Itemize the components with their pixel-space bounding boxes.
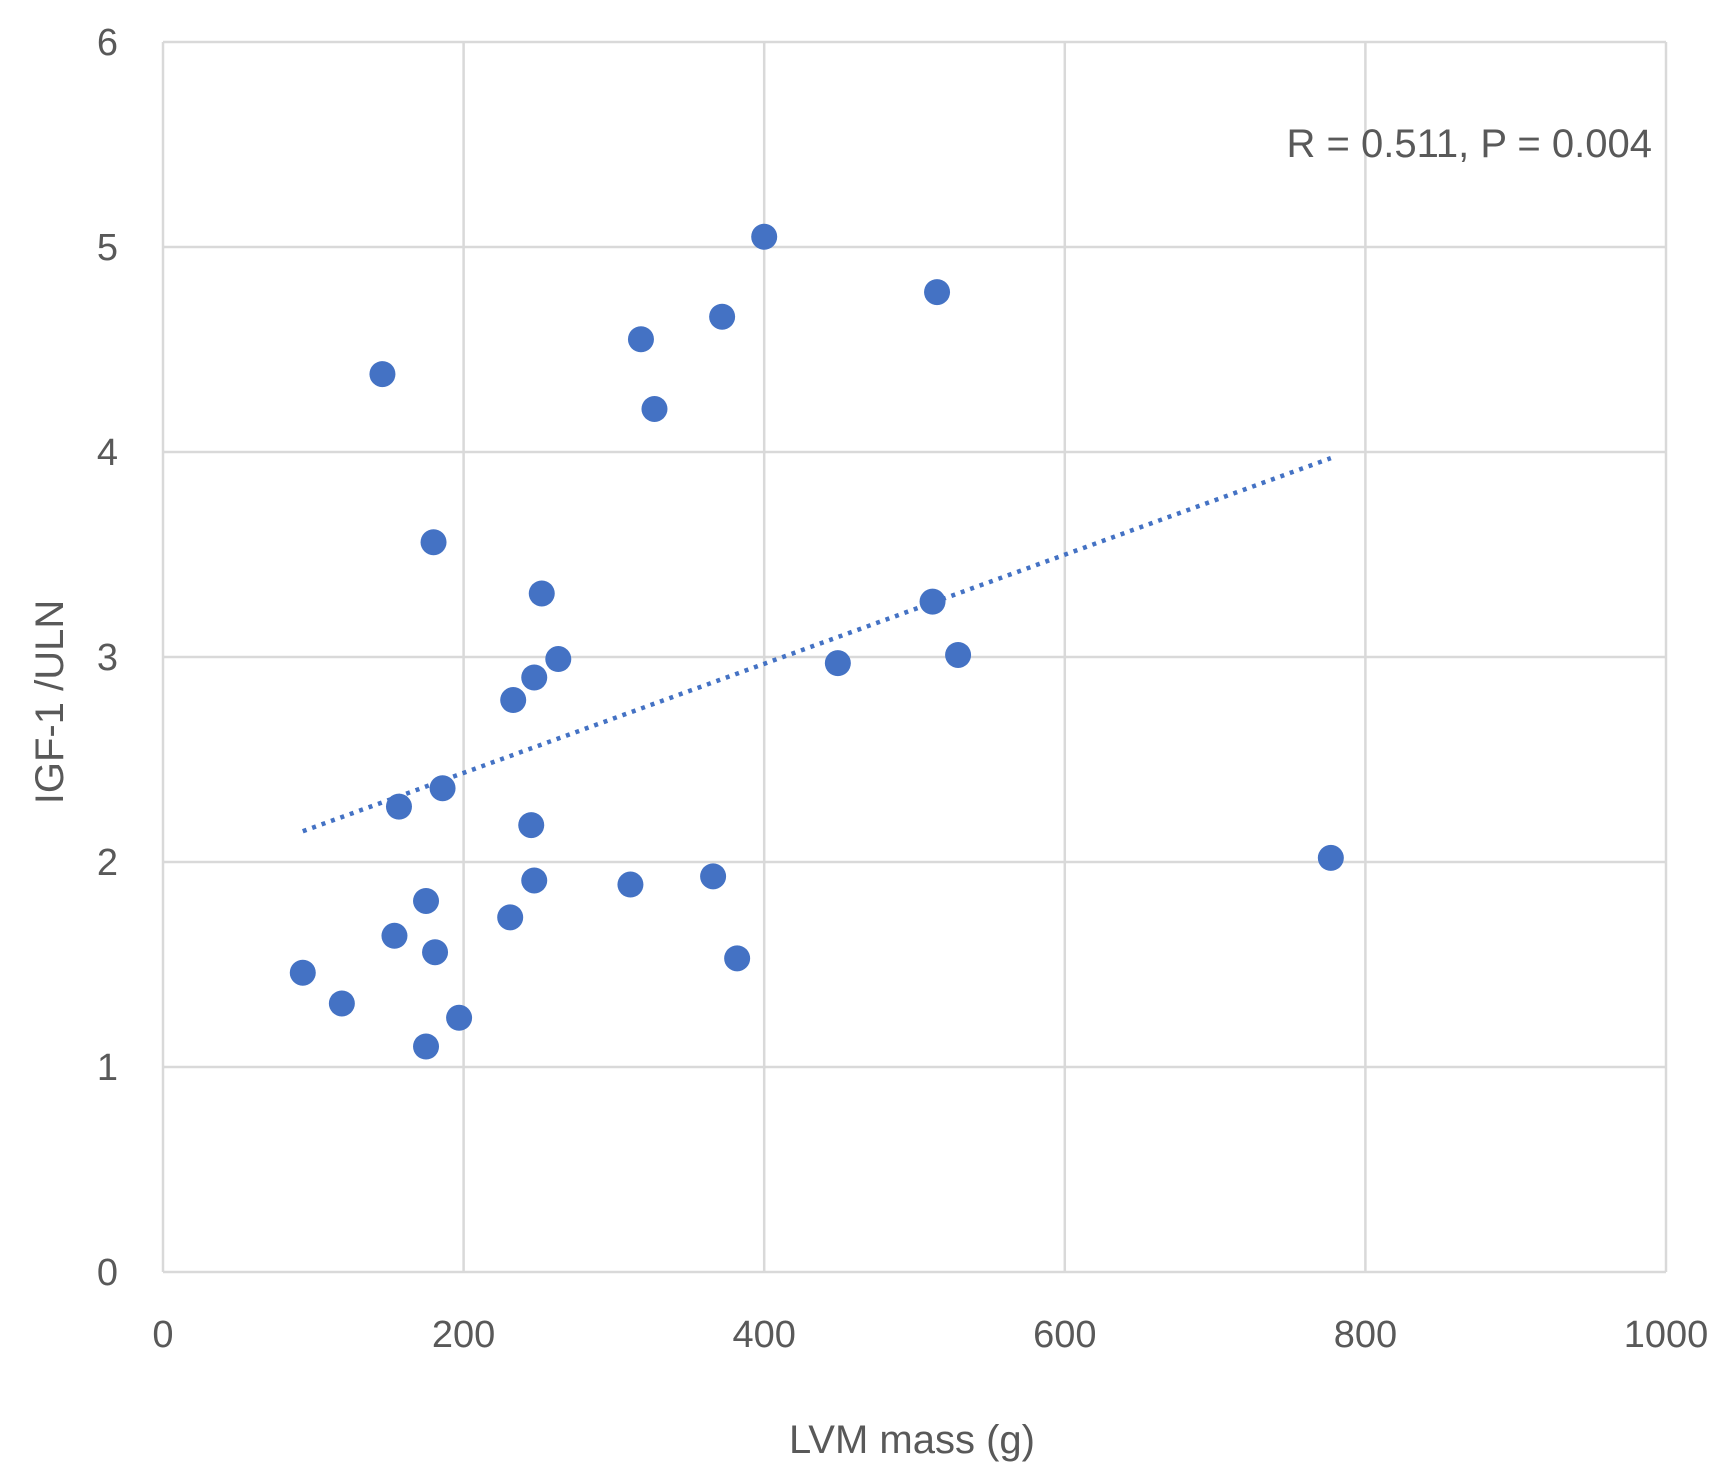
data-point: [422, 939, 449, 966]
data-point: [700, 863, 727, 890]
data-point: [420, 529, 447, 556]
x-axis-tick-labels: 0 200 400 600 800 1000: [152, 1314, 1708, 1356]
x-tick-label: 800: [1334, 1314, 1397, 1356]
data-point: [369, 361, 396, 388]
data-point: [545, 646, 572, 673]
y-tick-label: 5: [97, 227, 118, 269]
data-point: [413, 887, 440, 914]
y-tick-label: 6: [97, 22, 118, 64]
data-point: [528, 580, 555, 607]
y-tick-label: 1: [97, 1047, 118, 1089]
data-point: [627, 326, 654, 353]
data-point: [724, 945, 751, 972]
data-point: [924, 279, 951, 306]
data-point: [945, 641, 972, 668]
trendline: [302, 456, 1332, 834]
data-point: [824, 650, 851, 677]
y-axis-title: IGF-1 /ULN: [28, 600, 72, 804]
data-point: [497, 904, 524, 931]
data-point: [1317, 844, 1344, 871]
trendline-layer: [302, 456, 1332, 834]
x-tick-label: 200: [432, 1314, 495, 1356]
x-tick-label: 0: [152, 1314, 173, 1356]
data-points: [289, 223, 1344, 1060]
data-point: [328, 990, 355, 1017]
data-point: [429, 775, 456, 802]
data-point: [751, 223, 778, 250]
data-point: [518, 812, 545, 839]
y-tick-label: 0: [97, 1252, 118, 1294]
data-point: [381, 922, 408, 949]
data-point: [500, 687, 527, 714]
y-tick-label: 2: [97, 842, 118, 884]
data-point: [617, 871, 644, 898]
y-tick-label: 4: [97, 432, 118, 474]
data-point: [385, 793, 412, 820]
data-point: [289, 959, 316, 986]
x-tick-label: 400: [732, 1314, 795, 1356]
data-point: [521, 867, 548, 894]
y-tick-label: 3: [97, 637, 118, 679]
gridlines: [161, 40, 1668, 1274]
correlation-annotation: R = 0.511, P = 0.004: [1287, 122, 1652, 166]
x-axis-title: LVM mass (g): [789, 1418, 1035, 1462]
data-point: [919, 588, 946, 615]
x-tick-label: 600: [1033, 1314, 1096, 1356]
data-point: [446, 1004, 473, 1031]
x-tick-label: 1000: [1624, 1314, 1709, 1356]
data-point: [641, 395, 668, 422]
data-point: [709, 303, 736, 330]
y-axis-tick-labels: 0 1 2 3 4 5 6: [97, 22, 118, 1294]
data-point: [521, 664, 548, 691]
data-point: [413, 1033, 440, 1060]
